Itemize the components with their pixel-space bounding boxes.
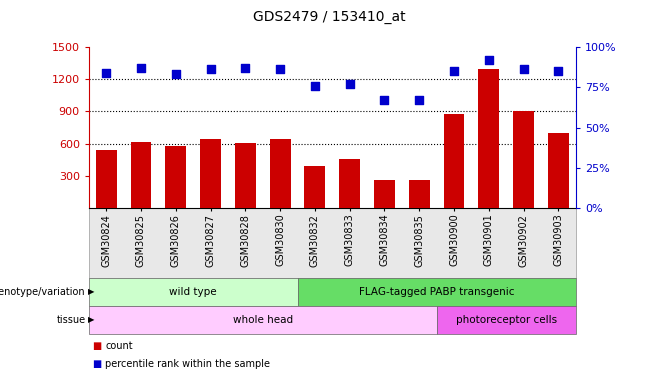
Bar [200,140,221,208]
Point [449,68,459,74]
Point [484,57,494,63]
Point [240,65,251,71]
Text: percentile rank within the sample: percentile rank within the sample [105,359,270,369]
Point [205,66,216,72]
Bar [513,111,534,208]
Bar [409,180,430,208]
Text: ■: ■ [92,341,101,351]
Bar [340,159,360,208]
Text: GDS2479 / 153410_at: GDS2479 / 153410_at [253,10,405,24]
Text: photoreceptor cells: photoreceptor cells [455,315,557,325]
Bar [96,150,116,208]
Text: wild type: wild type [169,286,217,297]
Text: ■: ■ [92,359,101,369]
Bar [374,180,395,208]
Point [310,82,320,88]
Bar [478,69,499,208]
Bar [130,142,151,208]
Text: genotype/variation: genotype/variation [0,286,86,297]
Text: ▶: ▶ [88,315,95,324]
Point [275,66,286,72]
Point [101,70,111,76]
Point [170,71,181,77]
Point [553,68,564,74]
Text: count: count [105,341,133,351]
Bar [165,146,186,208]
Text: whole head: whole head [233,315,293,325]
Bar [548,133,569,208]
Point [136,65,146,71]
Bar [443,114,465,208]
Bar [235,143,256,208]
Bar [305,166,325,208]
Point [519,66,529,72]
Bar [270,139,291,208]
Text: FLAG-tagged PABP transgenic: FLAG-tagged PABP transgenic [359,286,515,297]
Text: tissue: tissue [57,315,86,325]
Point [379,97,390,103]
Point [344,81,355,87]
Point [414,97,424,103]
Text: ▶: ▶ [88,287,95,296]
